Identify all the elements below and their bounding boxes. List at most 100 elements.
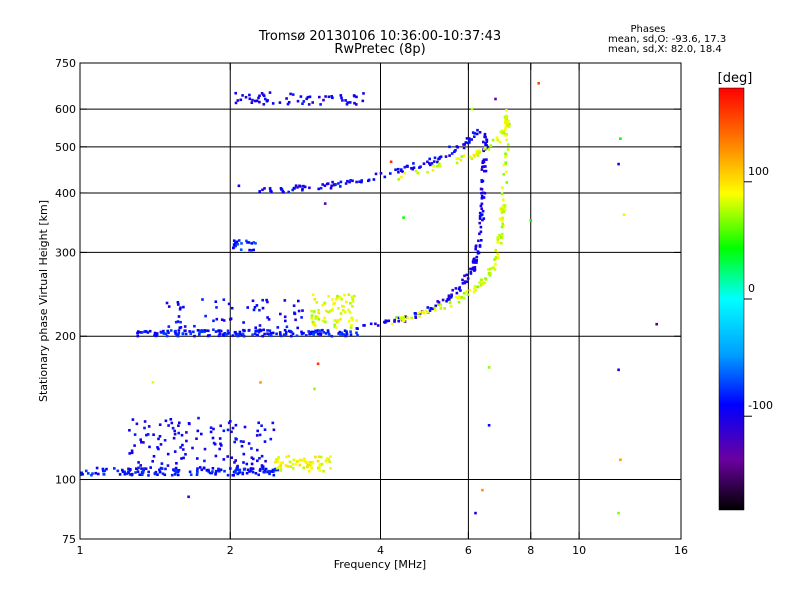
data-point [448,154,451,157]
y-axis-label: Stationary phase Virtual Height [km] [37,200,50,402]
data-point [477,151,481,154]
data-point [164,419,168,423]
data-point [325,457,329,460]
data-point [276,466,279,470]
data-point [310,332,314,335]
data-point [494,97,497,101]
data-point [348,310,352,314]
data-point [209,426,213,429]
data-point [252,248,255,252]
data-point [271,331,275,335]
data-point [374,172,378,176]
data-point [177,469,181,472]
data-point [136,334,140,338]
data-point [271,468,275,472]
data-point [279,187,283,190]
data-point [250,456,254,459]
data-point [438,164,442,168]
data-point [212,441,216,445]
data-point [422,162,426,165]
data-point [343,329,347,332]
data-point [262,470,265,474]
data-point [334,183,337,186]
data-point [325,458,328,462]
data-point [484,277,487,280]
data-point [141,470,144,473]
data-point [158,468,161,472]
data-point [254,329,257,333]
data-point [479,278,483,282]
data-point [248,248,251,252]
data-point [263,469,267,472]
data-point [230,306,234,310]
data-point [127,467,130,471]
data-point [246,306,249,309]
data-point [226,455,229,458]
data-point [272,428,276,432]
data-point [418,312,422,315]
data-point [400,175,403,179]
data-point [189,473,193,476]
data-point [272,473,276,477]
data-point [215,317,219,321]
data-point [271,421,275,425]
data-point [471,131,475,134]
data-point [312,321,316,324]
data-point [196,429,200,433]
data-point [284,464,288,467]
data-point [222,429,226,433]
data-point [262,94,266,98]
data-point [182,456,185,460]
data-point [503,128,507,131]
data-point [321,328,324,332]
data-point [247,442,251,445]
data-point [348,101,352,104]
data-point [355,95,358,99]
data-point [312,332,315,336]
data-point [353,94,356,98]
data-point [329,455,332,458]
data-point [479,187,483,191]
data-point [94,471,97,475]
data-point [279,332,282,336]
data-point [325,309,328,313]
data-point [477,239,480,243]
data-point [303,457,306,460]
data-point [459,158,463,162]
data-point [387,319,391,323]
data-point [376,324,380,327]
data-point [347,293,351,296]
data-point [460,295,463,299]
data-point [478,245,482,248]
data-point [402,316,405,319]
data-point [283,315,287,319]
data-point [183,325,187,328]
data-point [480,207,483,210]
data-point [504,125,508,129]
data-point [314,455,317,459]
data-point [499,207,503,210]
data-point [345,330,348,333]
data-point [237,471,241,475]
data-point [163,473,167,477]
data-point [285,330,288,334]
data-point [233,440,236,444]
data-point [451,288,454,292]
data-point [285,97,288,100]
data-point [257,421,260,425]
data-point [484,142,487,145]
data-point [300,458,304,462]
data-point [149,466,152,469]
data-point [223,332,226,335]
data-point [208,471,212,475]
data-point [340,96,343,100]
data-point [171,426,175,430]
data-point [244,95,248,99]
data-point [501,216,504,220]
data-point [470,157,474,160]
data-point [238,330,242,334]
data-point [258,324,262,327]
data-point [397,170,400,174]
data-point [203,447,207,451]
data-point [166,464,170,467]
